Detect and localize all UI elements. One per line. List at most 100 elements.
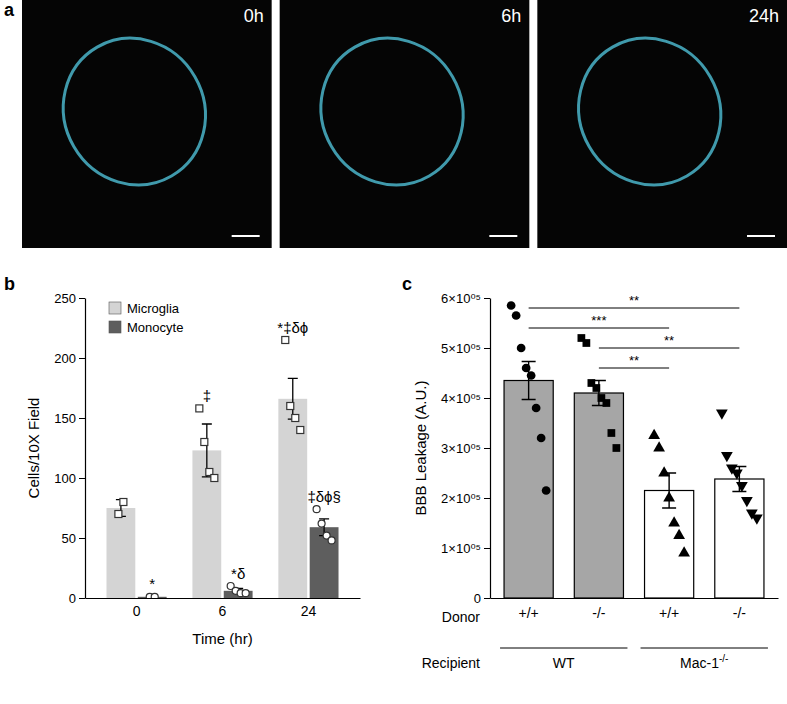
data-point bbox=[716, 410, 728, 420]
y-tick-mark bbox=[484, 298, 490, 299]
x-axis: +/+-/-+/+-/- bbox=[491, 598, 779, 621]
y-tick: 3×10⁰⁵ bbox=[441, 441, 490, 456]
bar-panel: c*********01×10⁰⁵2×10⁰⁵3×10⁰⁵4×10⁰⁵5×10⁰… bbox=[402, 274, 779, 671]
y-tick-mark bbox=[79, 538, 85, 539]
y-tick-label: 2×10⁰⁵ bbox=[441, 491, 481, 506]
legend-swatch bbox=[109, 302, 121, 314]
error-bar bbox=[288, 378, 298, 419]
y-tick-label: 0 bbox=[69, 591, 76, 606]
comparison-label: ** bbox=[629, 353, 639, 368]
vessel-outline bbox=[37, 12, 232, 211]
time-label: 6h bbox=[501, 6, 521, 26]
y-axis: 050100150200250 bbox=[54, 291, 85, 606]
x-tick: -/- bbox=[733, 598, 747, 621]
y-tick: 4×10⁰⁵ bbox=[441, 391, 490, 406]
y-tick: 0 bbox=[69, 591, 85, 606]
y-tick-label: 5×10⁰⁵ bbox=[441, 341, 481, 356]
y-axis-title: Cells/10X Field bbox=[25, 398, 42, 499]
x-tick-label: 24 bbox=[301, 603, 317, 619]
data-point bbox=[731, 470, 743, 480]
x-tick: +/+ bbox=[519, 598, 539, 621]
data-point bbox=[542, 486, 551, 495]
data-point bbox=[593, 384, 601, 392]
x-tick: -/- bbox=[592, 598, 606, 621]
vessel-outline bbox=[552, 12, 747, 211]
scale-bar bbox=[489, 235, 517, 237]
data-point bbox=[313, 506, 320, 513]
data-point bbox=[297, 427, 304, 434]
data-point bbox=[583, 339, 591, 347]
x-tick: 6 bbox=[219, 598, 227, 619]
data-point bbox=[658, 466, 670, 476]
y-tick: 2×10⁰⁵ bbox=[441, 491, 490, 506]
data-point bbox=[608, 429, 616, 437]
x-axis: 0624 bbox=[86, 598, 361, 619]
y-tick-mark bbox=[484, 598, 490, 599]
x-axis-line bbox=[86, 598, 361, 599]
y-tick-label: 6×10⁰⁵ bbox=[441, 291, 481, 306]
x-axis-line bbox=[491, 598, 779, 599]
figure-svg: a0h6h24hb‡*‡δϕ**δ‡δϕ§0501001502002500624… bbox=[0, 0, 787, 704]
bar bbox=[278, 399, 307, 598]
x-tick: 24 bbox=[301, 598, 317, 619]
micrograph: 24h bbox=[537, 0, 787, 248]
comparison-label: *** bbox=[591, 313, 606, 328]
data-point bbox=[196, 405, 203, 412]
bar bbox=[106, 508, 135, 598]
micrograph-background bbox=[537, 0, 787, 248]
y-tick-label: 4×10⁰⁵ bbox=[441, 391, 481, 406]
time-label: 0h bbox=[244, 6, 264, 26]
grouped-bar-panel: b‡*‡δϕ**δ‡δϕ§0501001502002500624Cells/10… bbox=[4, 274, 361, 647]
y-axis-line bbox=[85, 299, 86, 599]
legend-item: Monocyte bbox=[109, 320, 183, 335]
bar bbox=[504, 381, 553, 599]
y-tick: 250 bbox=[54, 291, 85, 306]
time-label: 24h bbox=[749, 6, 779, 26]
error-bar bbox=[662, 473, 676, 508]
vessel-outline bbox=[294, 12, 489, 211]
error-bar bbox=[202, 424, 212, 477]
data-point bbox=[532, 404, 541, 413]
group-underline bbox=[641, 648, 768, 649]
legend-label: Monocyte bbox=[127, 320, 183, 335]
y-tick-label: 1×10⁰⁵ bbox=[441, 541, 481, 556]
y-tick-mark bbox=[79, 478, 85, 479]
data-point bbox=[151, 593, 158, 598]
data-point bbox=[663, 491, 675, 501]
significance-annotation: ‡δϕ§ bbox=[307, 488, 340, 505]
data-point bbox=[507, 301, 516, 310]
y-tick-label: 250 bbox=[54, 291, 76, 306]
panel-letter: a bbox=[4, 0, 15, 20]
y-axis-line bbox=[490, 299, 491, 599]
scale-bar bbox=[747, 235, 775, 237]
y-tick-mark bbox=[484, 498, 490, 499]
group-label: WT bbox=[553, 655, 575, 671]
y-tick-label: 50 bbox=[62, 531, 76, 546]
y-tick-mark bbox=[484, 348, 490, 349]
row-label: Donor bbox=[442, 609, 480, 625]
micrograph: 0h bbox=[22, 0, 272, 248]
significance-annotation: ‡ bbox=[203, 387, 211, 404]
y-tick: 1×10⁰⁵ bbox=[441, 541, 490, 556]
figure: a0h6h24hb‡*‡δϕ**δ‡δϕ§0501001502002500624… bbox=[0, 0, 787, 704]
data-point bbox=[318, 520, 325, 527]
x-axis-title: Time (hr) bbox=[192, 630, 252, 647]
bar bbox=[715, 479, 764, 598]
significance-annotation: *‡δϕ bbox=[277, 319, 308, 336]
scale-bar bbox=[232, 235, 260, 237]
group-label: Mac-1-/- bbox=[680, 653, 728, 671]
data-point bbox=[673, 529, 685, 539]
data-point bbox=[648, 429, 660, 439]
micrograph-background bbox=[280, 0, 530, 248]
x-tick-label: 6 bbox=[219, 603, 227, 619]
y-tick: 100 bbox=[54, 471, 85, 486]
micrograph: 6h bbox=[280, 0, 530, 248]
y-tick: 6×10⁰⁵ bbox=[441, 291, 490, 306]
bar bbox=[310, 527, 339, 598]
y-axis-title: BBB Leakage (A.U.) bbox=[412, 380, 429, 515]
error-bar bbox=[522, 362, 536, 400]
data-point bbox=[115, 511, 122, 518]
data-point bbox=[527, 371, 536, 380]
y-tick-label: 3×10⁰⁵ bbox=[441, 441, 481, 456]
significance-annotation: *δ bbox=[231, 565, 245, 582]
